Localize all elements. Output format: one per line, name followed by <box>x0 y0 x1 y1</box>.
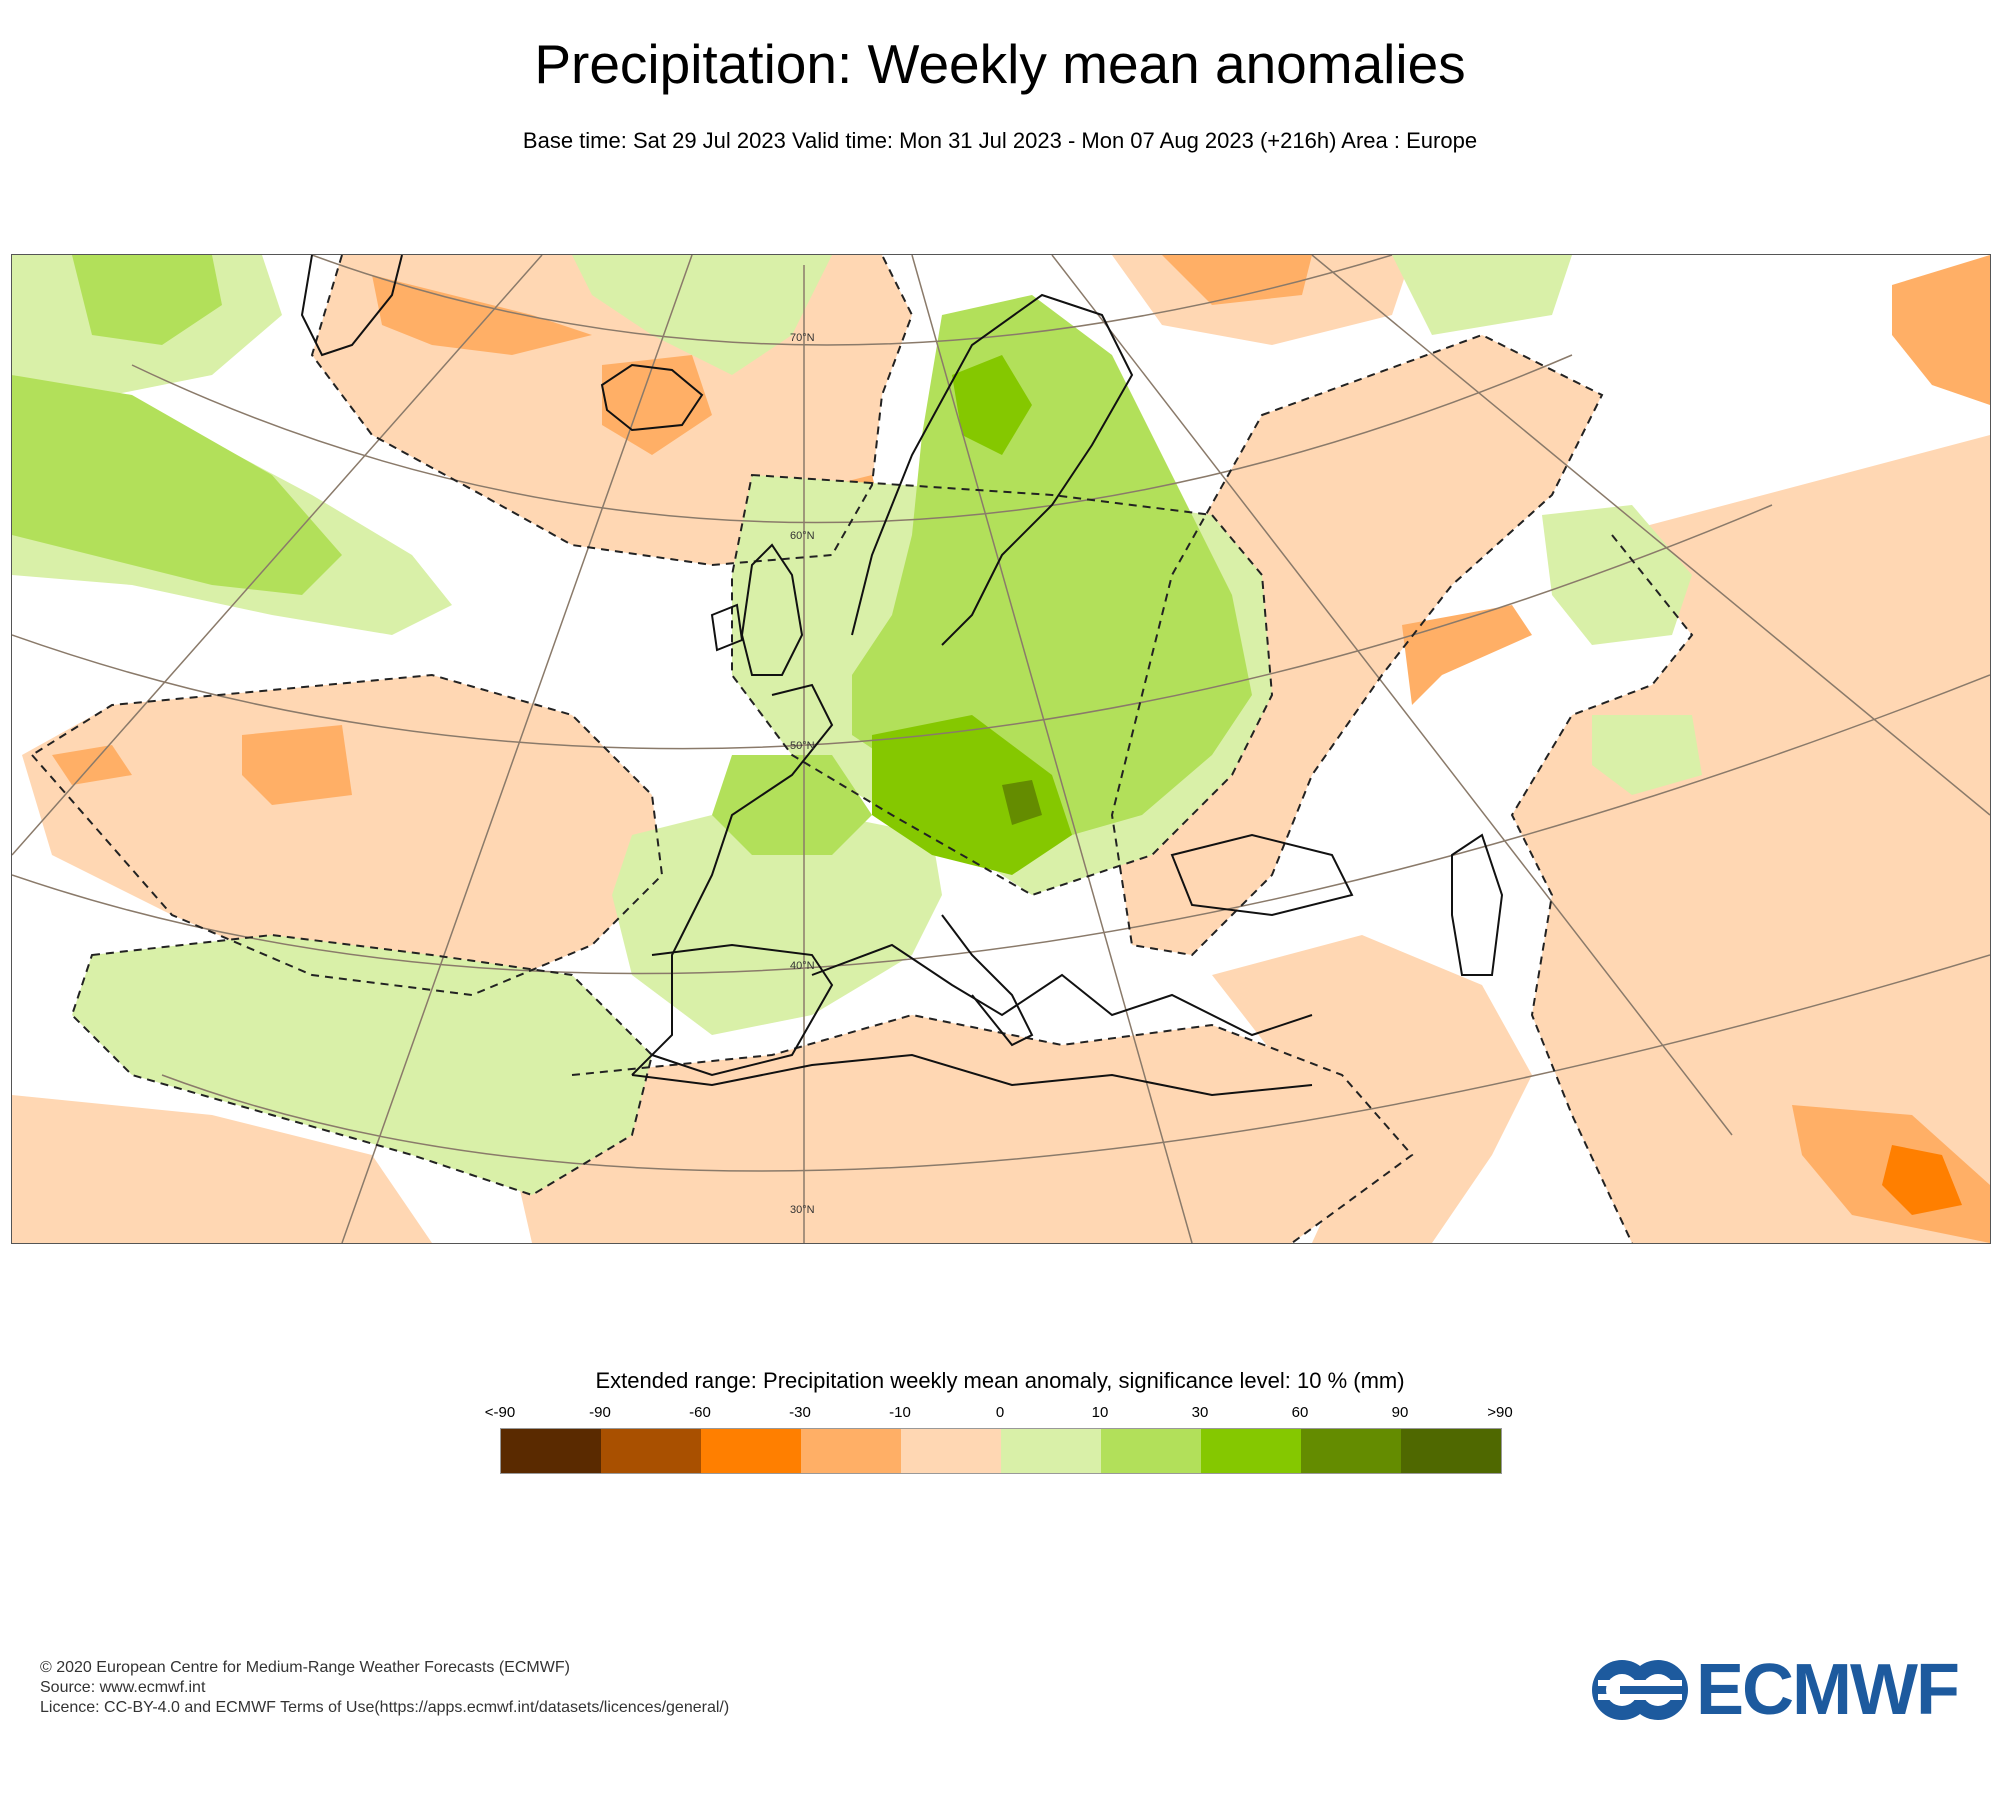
map-panel: 70°N 60°N 50°N 40°N 30°N <box>11 254 1991 1244</box>
strong-wet-central-europe <box>872 715 1072 875</box>
coast-uk <box>740 543 804 676</box>
legend-swatch-8 <box>1301 1429 1401 1473</box>
coast-italy <box>941 914 1034 1047</box>
legend-label: -30 <box>789 1404 811 1421</box>
meridian-e40 <box>1051 255 1733 1136</box>
dry-patch-caspian <box>1402 605 1532 705</box>
wet-region-ural <box>1542 505 1692 645</box>
dry-region-middle-east <box>1212 935 1532 1243</box>
latitude-60n <box>131 354 1573 524</box>
legend-swatch-7 <box>1201 1429 1301 1473</box>
lat-label-50n: 50°N <box>790 740 815 752</box>
coastlines <box>300 255 1504 1097</box>
dry-region-mid-atlantic <box>22 675 662 995</box>
lat-label-70n: 70°N <box>790 332 815 344</box>
legend-label: 60 <box>1291 1404 1309 1421</box>
dry-patch-siberia <box>1892 255 1990 405</box>
legend-labels: <-90 -90 -60 -30 -10 0 10 30 60 90 >90 <box>468 1404 1513 1424</box>
contour-atlantic-south <box>70 933 654 1197</box>
copyright-text: © 2020 European Centre for Medium-Range … <box>40 1659 570 1676</box>
footer-credits: © 2020 European Centre for Medium-Range … <box>40 1658 729 1718</box>
wet-patch-greenland <box>72 255 222 345</box>
coast-scandinavia <box>851 293 1134 646</box>
legend-swatch-0 <box>501 1429 601 1473</box>
legend-label: <-90 <box>484 1404 516 1421</box>
latitude-labels: 70°N 60°N 50°N 40°N 30°N <box>790 332 815 1216</box>
ecmwf-logo-text: ECMWF <box>1696 1650 1960 1730</box>
contour-mid-atlantic <box>30 673 664 997</box>
meridian-w20 <box>341 255 693 1243</box>
dry-region-subtropics <box>512 1015 1412 1243</box>
legend-swatch-1 <box>601 1429 701 1473</box>
contour-siberia <box>1510 534 1694 1243</box>
legend-swatch-2 <box>701 1429 801 1473</box>
latitude-40n <box>12 674 1990 975</box>
strong-wet-regions <box>872 355 1072 875</box>
source-text: Source: www.ecmwf.int <box>40 1679 206 1696</box>
dry-region-siberia <box>1512 435 1990 1243</box>
legend-swatch-5 <box>1001 1429 1101 1473</box>
dry-patch-greenland-sea <box>372 275 592 355</box>
chart-title: Precipitation: Weekly mean anomalies <box>534 33 1466 95</box>
lat-label-30n: 30°N <box>790 1204 815 1216</box>
wet-region-north-sea <box>572 255 832 375</box>
latitude-30n <box>161 954 1990 1172</box>
coast-iberia <box>651 943 834 1077</box>
dry-anomaly-regions <box>12 255 1990 1243</box>
dry-patch-atlantic <box>242 725 352 805</box>
wet-patch-atlantic <box>12 375 342 595</box>
wet-region-kazakh <box>1592 715 1702 795</box>
wet-region-arctic <box>1392 255 1572 335</box>
coast-europe-west <box>631 683 834 1076</box>
legend-label: 90 <box>1391 1404 1409 1421</box>
meridian-e60 <box>1311 255 1990 816</box>
dry-region-south-atlantic <box>12 1095 432 1243</box>
very-strong-wet-alps <box>1002 780 1042 825</box>
legend-swatch-9 <box>1401 1429 1501 1473</box>
coast-mediterranean <box>811 943 1313 1037</box>
legend-label: -60 <box>689 1404 711 1421</box>
coast-black-sea <box>1170 833 1354 917</box>
legend-label: -90 <box>589 1404 611 1421</box>
latitude-70n <box>311 255 1393 346</box>
coast-iceland <box>600 363 704 432</box>
coast-africa-north <box>631 1053 1313 1097</box>
legend-label: 10 <box>1091 1404 1109 1421</box>
very-strong-wet-regions <box>1002 780 1042 825</box>
legend-label: 30 <box>1191 1404 1209 1421</box>
latitude-50n <box>12 504 1773 750</box>
legend-swatch-4 <box>901 1429 1001 1473</box>
legend-swatch-6 <box>1101 1429 1201 1473</box>
legend-label: -10 <box>889 1404 911 1421</box>
licence-text: Licence: CC-BY-4.0 and ECMWF Terms of Us… <box>40 1699 730 1716</box>
meridian-w40 <box>12 255 543 856</box>
ecmwf-logo: ECMWF <box>1590 1650 1970 1730</box>
ecmwf-logo-icon <box>1592 1660 1688 1720</box>
strong-dry-caucasus <box>1882 1145 1962 1215</box>
legend-label: >90 <box>1487 1404 1513 1421</box>
meridian-e20 <box>911 255 1193 1243</box>
legend-colorbar <box>500 1428 1502 1474</box>
anomaly-map: 70°N 60°N 50°N 40°N 30°N <box>12 255 1990 1243</box>
legend-title: Extended range: Precipitation weekly mea… <box>595 1368 1405 1393</box>
lat-label-40n: 40°N <box>790 960 815 972</box>
strong-wet-sweden <box>952 355 1032 455</box>
dry-patch-arctic <box>1162 255 1312 305</box>
lat-label-60n: 60°N <box>790 530 815 542</box>
wet-region-atlantic-south <box>72 935 652 1195</box>
wet-region-iberia <box>612 815 942 1035</box>
graticule <box>12 255 1990 1243</box>
legend-swatch-3 <box>801 1429 901 1473</box>
coast-ireland <box>710 603 744 652</box>
contour-atlantic-north <box>310 255 914 567</box>
coast-greenland <box>300 255 403 357</box>
legend-label: 0 <box>995 1404 1005 1421</box>
chart-subtitle: Base time: Sat 29 Jul 2023 Valid time: M… <box>522 128 1478 153</box>
strong-dry-regions <box>1882 1145 1962 1215</box>
coast-caspian <box>1451 833 1504 976</box>
